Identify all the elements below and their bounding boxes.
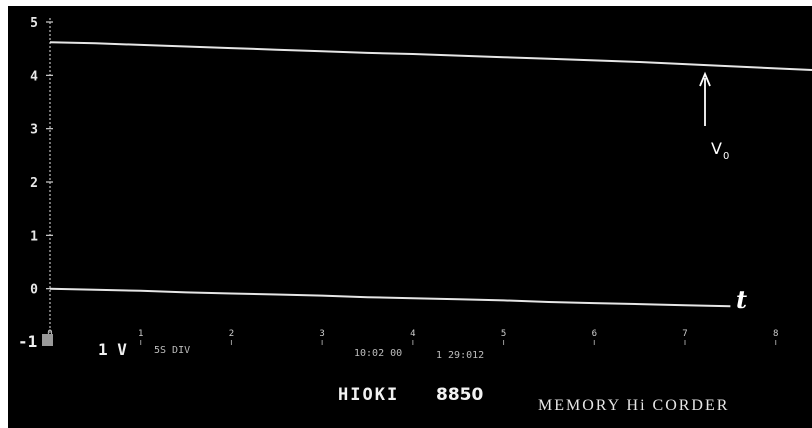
x-tick-label: 5 xyxy=(501,329,506,339)
x-tick-labels: 012345678 xyxy=(47,329,778,345)
x-tick-label: 3 xyxy=(319,329,324,339)
y-tick-label: 3 xyxy=(30,123,38,138)
x-tick-label: 2 xyxy=(229,329,234,339)
x-tick-label: 1 xyxy=(138,329,143,339)
channel-marker xyxy=(42,334,53,346)
x-tick-label: 4 xyxy=(410,329,415,339)
x-axis-label-t: t xyxy=(736,285,747,314)
x-tick-label: 6 xyxy=(592,329,597,339)
timebase-label: 5S DIV xyxy=(154,345,190,356)
series-line-2 xyxy=(50,289,730,307)
v0-label: V xyxy=(711,139,722,158)
chart-svg: 0 1 2 3 4 5 0 1 2 3 4 5 6 7 8 V 0 t -1 1 V 5S DIV 10:… xyxy=(8,6,812,428)
y-tick-label: 4 xyxy=(30,69,38,84)
oscilloscope-screen: 0 1 2 3 4 5 0 1 2 3 4 5 6 7 8 V 0 t -1 1 V 5S DIV 10:… xyxy=(8,6,812,428)
product-subtitle: MEMORY Hi CORDER xyxy=(538,397,729,414)
v0-subscript: 0 xyxy=(723,151,729,162)
y-tick-label: 0 xyxy=(30,283,38,298)
annotations: V 0 t xyxy=(700,74,747,314)
instrument-labels: -1 1 V 5S DIV 10:02 00 1 29:012 HIOKI 88… xyxy=(18,332,729,414)
time-stamp-1: 10:02 00 xyxy=(354,348,402,359)
brand-label: HIOKI xyxy=(338,385,399,405)
range-prefix: -1 xyxy=(18,332,37,351)
y-tick-label: 5 xyxy=(30,16,38,31)
range-label: 1 V xyxy=(98,340,127,359)
y-tick-label: 1 xyxy=(30,229,38,244)
x-tick-label: 8 xyxy=(773,329,778,339)
series-lines xyxy=(50,42,812,306)
x-tick-label: 7 xyxy=(682,329,687,339)
time-stamp-2: 1 29:012 xyxy=(436,350,484,361)
y-tick-label: 2 xyxy=(30,176,38,191)
model-label: 8850 xyxy=(436,385,483,405)
series-line-1 xyxy=(50,42,812,70)
